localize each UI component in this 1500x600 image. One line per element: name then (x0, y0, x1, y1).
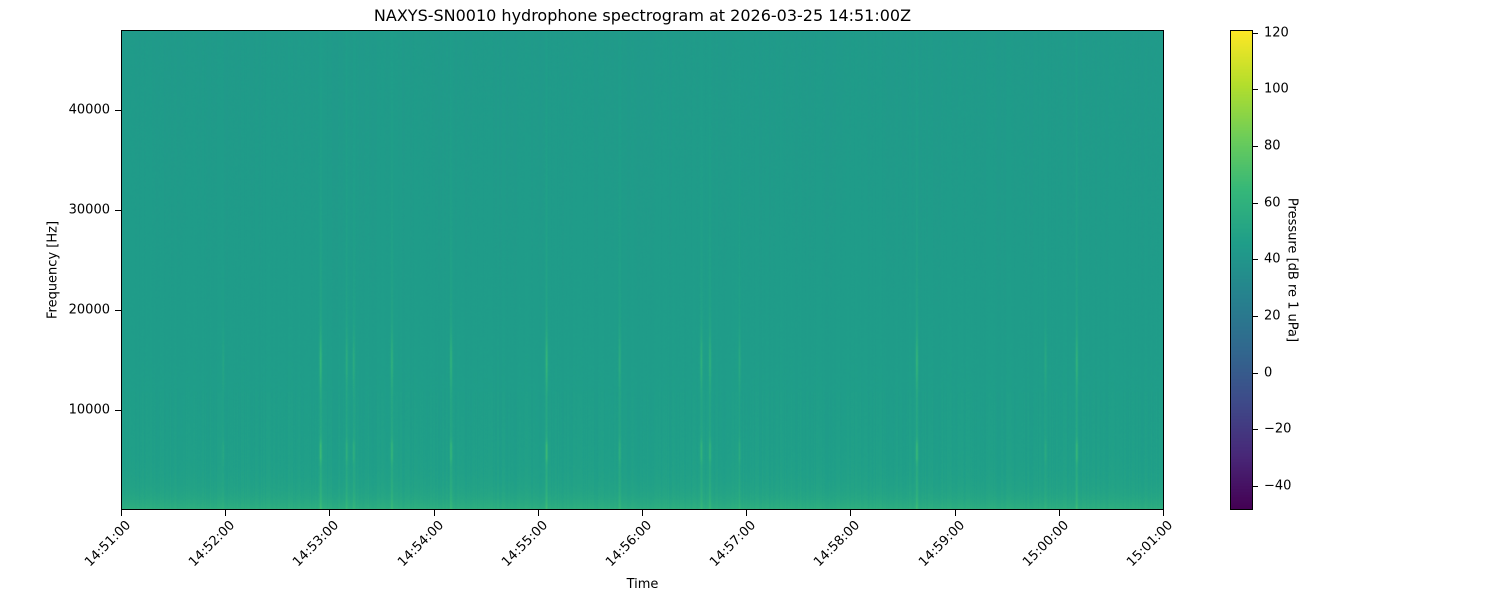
x-tick-mark (1163, 510, 1164, 516)
colorbar-tick-mark (1253, 32, 1258, 34)
x-tick-label: 14:53:00 (290, 518, 343, 570)
colorbar-tick-label: −20 (1264, 421, 1292, 437)
x-tick-label: 14:58:00 (811, 518, 864, 570)
y-tick-mark (115, 110, 121, 111)
x-tick-mark (850, 510, 852, 516)
colorbar-tick-mark (1253, 485, 1258, 487)
y-tick-label: 30000 (68, 202, 110, 218)
y-tick-mark (115, 310, 121, 311)
x-tick-mark (642, 510, 643, 516)
y-axis-label: Frequency [Hz] (45, 220, 61, 320)
x-tick-mark (433, 510, 435, 516)
colorbar-tick-mark (1253, 429, 1258, 431)
x-axis-label: Time (626, 577, 659, 592)
colorbar-label: Pressure [dB re 1 uPa] (1284, 197, 1300, 343)
colorbar-tick-mark (1253, 146, 1258, 148)
x-tick-mark (1058, 510, 1060, 516)
colorbar-tick-label: 40 (1264, 251, 1281, 267)
colorbar-tick-label: 0 (1264, 365, 1273, 381)
colorbar-tick-mark (1253, 372, 1258, 374)
x-tick-label: 14:55:00 (498, 518, 551, 570)
colorbar-tick-mark (1253, 202, 1258, 204)
x-tick-label: 14:57:00 (707, 518, 760, 570)
x-tick-mark (954, 510, 956, 516)
colorbar-tick-label: 20 (1264, 308, 1281, 324)
y-tick-label: 40000 (68, 102, 110, 118)
spectrogram-heatmap (122, 31, 1163, 509)
x-tick-label: 14:51:00 (82, 518, 134, 570)
x-tick-label: 14:59:00 (915, 518, 968, 570)
x-tick-mark (746, 510, 748, 516)
x-tick-mark (121, 510, 122, 516)
y-tick-mark (115, 210, 121, 211)
y-tick-label: 10000 (68, 402, 110, 418)
x-tick-mark (537, 510, 539, 516)
x-tick-label: 14:52:00 (186, 518, 239, 570)
x-tick-mark (225, 510, 227, 516)
colorbar-tick-mark (1253, 259, 1258, 261)
x-tick-mark (329, 510, 331, 516)
colorbar-tick-label: 60 (1264, 195, 1281, 211)
colorbar-tick-label: 100 (1264, 81, 1289, 97)
x-tick-label: 14:56:00 (603, 518, 655, 570)
colorbar-tick-mark (1253, 89, 1258, 91)
chart-title: NAXYS-SN0010 hydrophone spectrogram at 2… (373, 6, 912, 25)
y-tick-mark (115, 410, 121, 411)
x-tick-label: 15:01:00 (1124, 518, 1176, 570)
colorbar-tick-label: −40 (1264, 478, 1292, 494)
plot-area (121, 30, 1164, 510)
colorbar-tick-label: 80 (1264, 138, 1281, 154)
colorbar (1230, 30, 1253, 510)
colorbar-tick-label: 120 (1264, 25, 1289, 41)
colorbar-tick-mark (1253, 316, 1258, 318)
x-tick-label: 15:00:00 (1019, 518, 1072, 570)
x-tick-label: 14:54:00 (394, 518, 447, 570)
y-tick-label: 20000 (68, 302, 110, 318)
